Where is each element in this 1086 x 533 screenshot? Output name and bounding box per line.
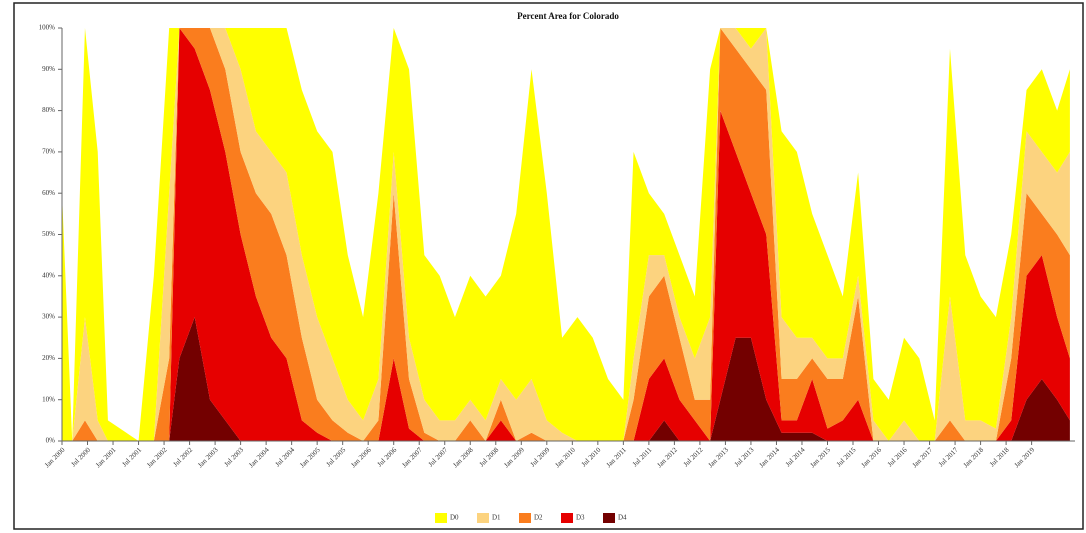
legend-label: D2 [534, 514, 543, 522]
y-tick-label: 30% [42, 313, 55, 321]
legend-label: D1 [492, 514, 501, 522]
chart-title: Percent Area for Colorado [517, 11, 619, 21]
y-tick-label: 90% [42, 65, 55, 73]
legend-label: D4 [618, 514, 627, 522]
y-tick-label: 10% [42, 395, 55, 403]
area-d1 [62, 28, 1070, 441]
legend-swatch [603, 513, 615, 523]
y-tick-label: 70% [42, 148, 55, 156]
legend-swatch [519, 513, 531, 523]
area-d2 [62, 28, 1070, 441]
legend-swatch [477, 513, 489, 523]
y-tick-label: 20% [42, 354, 55, 362]
y-tick-label: 0% [46, 437, 56, 445]
area-d0 [62, 28, 1070, 441]
y-tick-label: 80% [42, 106, 55, 114]
y-tick-label: 60% [42, 189, 55, 197]
legend-label: D0 [450, 514, 459, 522]
y-tick-label: 50% [42, 230, 55, 238]
legend-label: D3 [576, 514, 585, 522]
legend-swatch [435, 513, 447, 523]
y-tick-label: 40% [42, 271, 55, 279]
legend-swatch [561, 513, 573, 523]
y-tick-label: 100% [39, 24, 56, 32]
